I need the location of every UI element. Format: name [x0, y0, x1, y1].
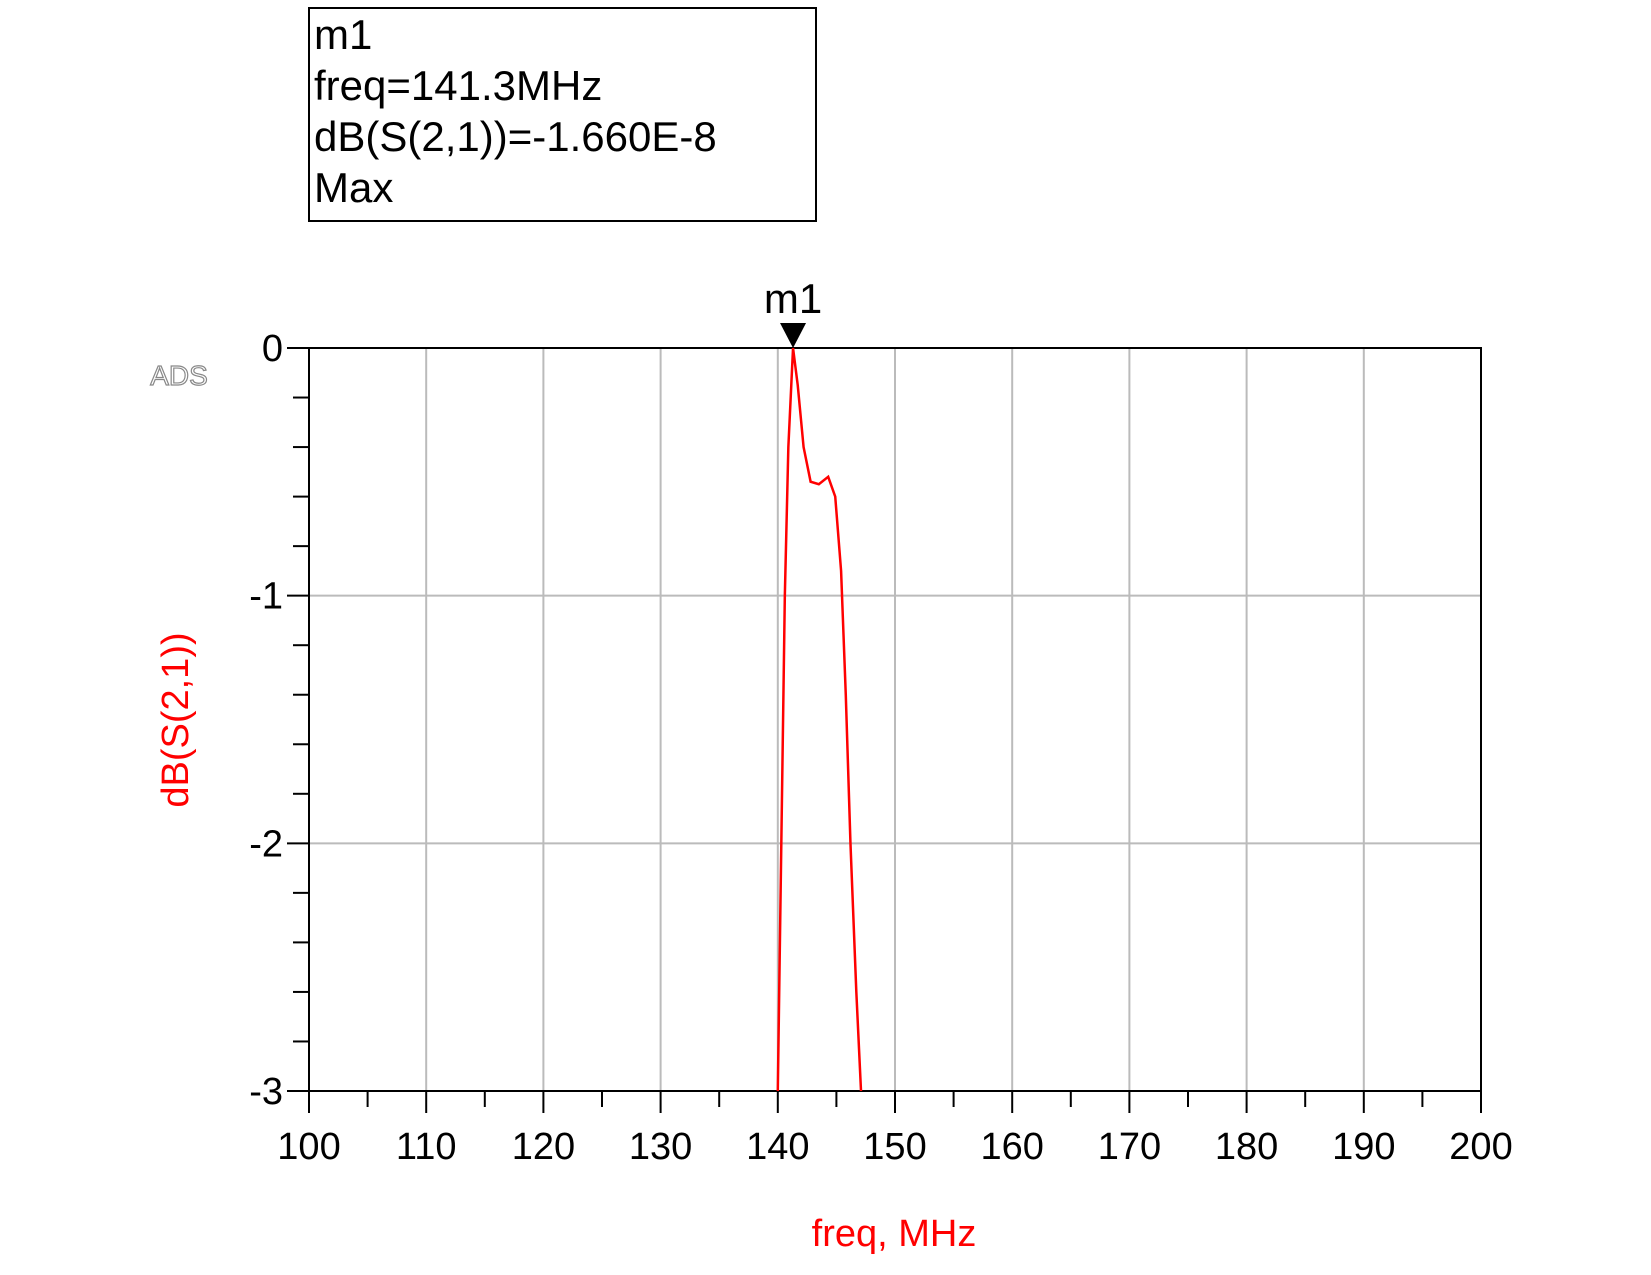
x-tick-label: 180 — [1215, 1126, 1278, 1168]
x-tick-label: 170 — [1098, 1126, 1161, 1168]
x-tick-label: 200 — [1449, 1126, 1512, 1168]
x-tick-label: 130 — [629, 1126, 692, 1168]
y-tick-label: -2 — [249, 823, 283, 865]
marker-box-line: Max — [314, 164, 393, 211]
x-axis-label: freq, MHz — [812, 1213, 977, 1255]
y-axis-label: dB(S(2,1)) — [155, 632, 197, 807]
marker-box-line: dB(S(2,1))=-1.660E-8 — [314, 113, 717, 160]
x-tick-label: 190 — [1332, 1126, 1395, 1168]
watermark: ADS — [150, 360, 208, 391]
marker-label: m1 — [764, 275, 822, 322]
marker-box-line: m1 — [314, 11, 372, 58]
x-tick-label: 160 — [980, 1126, 1043, 1168]
x-tick-label: 140 — [746, 1126, 809, 1168]
x-tick-label: 150 — [863, 1126, 926, 1168]
marker-box — [308, 7, 817, 222]
plot-area — [776, 347, 863, 1091]
y-tick-label: -1 — [249, 576, 283, 618]
y-tick-label: -3 — [249, 1071, 283, 1113]
plot-frame — [308, 347, 1482, 1092]
marker-triangle — [780, 323, 807, 348]
x-tick-label: 100 — [277, 1126, 340, 1168]
series-line — [776, 347, 863, 1091]
x-tick-label: 120 — [512, 1126, 575, 1168]
x-tick-label: 110 — [396, 1126, 457, 1168]
marker-box-line: freq=141.3MHz — [314, 62, 602, 109]
y-tick-label: 0 — [262, 328, 283, 370]
